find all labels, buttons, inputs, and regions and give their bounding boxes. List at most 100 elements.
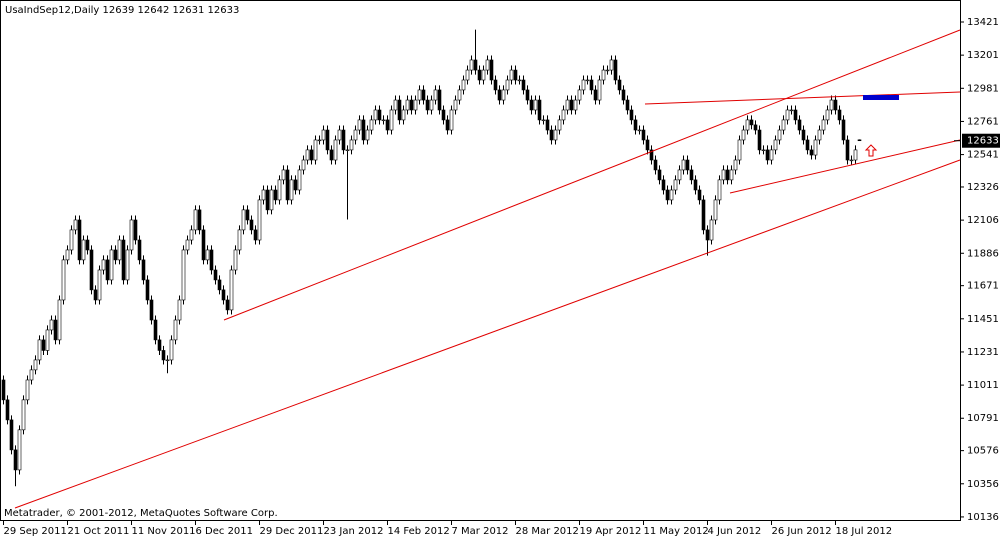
candle-body (709, 219, 714, 241)
candle-body (693, 179, 698, 191)
candle-body (161, 350, 166, 361)
candle-body (769, 149, 774, 161)
candle-body (437, 89, 442, 111)
y-tick-label: 13201 (967, 50, 999, 61)
candle-body (85, 239, 90, 251)
candle-body (741, 129, 746, 141)
candle-body (261, 189, 266, 201)
x-tick-label: 6 Dec 2011 (196, 526, 254, 537)
marker-box (863, 95, 899, 100)
candle-body (605, 69, 610, 72)
candle-body (193, 209, 198, 231)
candle-body (393, 99, 398, 111)
candle-body (705, 229, 710, 241)
candle-body (121, 239, 126, 281)
candle-body (249, 219, 254, 231)
chart-title: UsaIndSep12,Daily 12639 12642 12631 1263… (5, 5, 239, 16)
candle-body (753, 124, 758, 131)
candle-body (369, 119, 374, 131)
last-price-label: 12633 (967, 136, 999, 147)
candle-body (125, 249, 130, 281)
candle-body (517, 79, 522, 82)
x-tick-label: 29 Sep 2011 (4, 526, 67, 537)
candle-body (181, 249, 186, 301)
x-tick-label: 29 Dec 2011 (260, 526, 324, 537)
candle-body (305, 149, 310, 161)
candle-body (653, 159, 658, 171)
candle-body (185, 239, 190, 251)
candle-body (573, 99, 578, 111)
candle-body (729, 169, 734, 181)
candle-body (165, 359, 170, 362)
candle-body (229, 269, 234, 311)
candle-body (65, 249, 70, 261)
candle-body (97, 269, 102, 301)
candle-body (621, 89, 626, 101)
candle-body (213, 269, 218, 281)
candle-body (389, 109, 394, 131)
candle-body (333, 139, 338, 161)
candle-body (273, 189, 278, 201)
candle-body (33, 359, 38, 371)
candle-body (645, 139, 650, 151)
candle-body (289, 179, 294, 201)
candle-body (473, 59, 478, 71)
candle-body (625, 99, 630, 111)
candle-body (825, 109, 830, 121)
candle-body (841, 119, 846, 141)
candle-body (281, 169, 286, 181)
candle-body (445, 119, 450, 131)
candle-body (629, 109, 634, 121)
candle-body (361, 119, 366, 141)
candle-body (397, 99, 402, 121)
candle-body (225, 299, 230, 311)
candle-body (21, 399, 26, 431)
candle-body (381, 119, 386, 122)
candle-body (469, 59, 474, 71)
candle-body (25, 379, 30, 401)
candle-body (513, 69, 518, 81)
candle-body (501, 89, 506, 101)
candle-body (665, 189, 670, 201)
y-tick-label: 11231 (967, 347, 999, 358)
candle-body (785, 109, 790, 121)
candle-body (833, 99, 838, 111)
candle-body (13, 449, 18, 471)
candle-body (853, 149, 858, 161)
candle-body (697, 189, 702, 201)
candle-body (789, 109, 794, 112)
last-price-box (962, 133, 1000, 148)
candle-body (493, 79, 498, 91)
candle-body (57, 299, 62, 341)
candle-body (377, 109, 382, 121)
candle-body (17, 429, 22, 471)
candle-body (257, 199, 262, 241)
candle-body (5, 399, 10, 421)
y-tick-label: 11671 (967, 281, 999, 292)
candle-body (733, 159, 738, 171)
candle-body (345, 149, 350, 152)
y-tick-label: 10136 (967, 512, 999, 523)
trendline (14, 159, 961, 509)
y-tick-label: 12326 (967, 182, 999, 193)
candle-body (61, 259, 66, 301)
candle-body (461, 79, 466, 91)
x-tick-label: 23 Jan 2012 (324, 526, 384, 537)
candle-body (233, 249, 238, 271)
candle-body (657, 169, 662, 181)
candle-body (317, 139, 322, 142)
x-tick-label: 11 May 2012 (644, 526, 709, 537)
candle-body (717, 179, 722, 201)
candle-body (277, 179, 282, 201)
candle-body (565, 99, 570, 111)
candle-body (37, 339, 42, 361)
candle-body (509, 69, 514, 81)
candle-body (253, 229, 258, 241)
y-tick-label: 10791 (967, 413, 999, 424)
candle-body (429, 99, 434, 111)
candle-body (597, 79, 602, 101)
candle-body (837, 109, 842, 121)
candle-body (81, 239, 86, 261)
candle-body (53, 319, 58, 341)
candle-body (677, 169, 682, 181)
